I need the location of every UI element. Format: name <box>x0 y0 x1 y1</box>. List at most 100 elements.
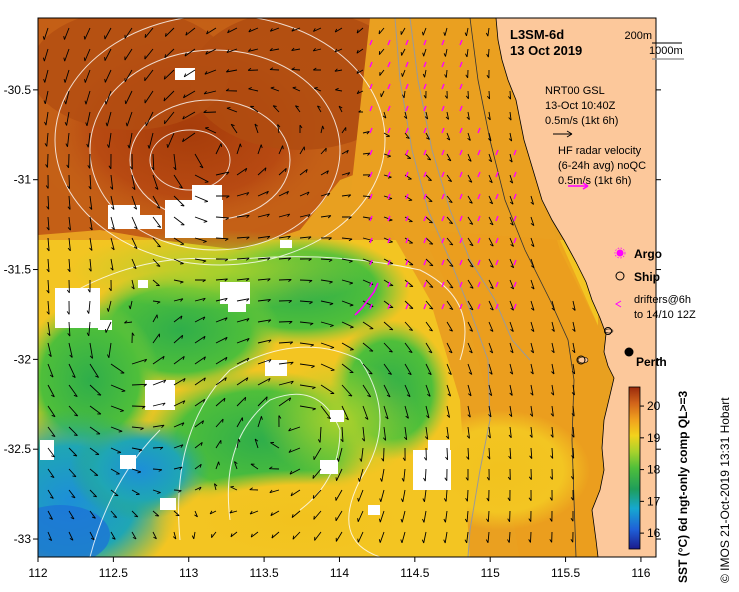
current-arrow <box>86 300 91 314</box>
contour-1000m <box>394 18 531 557</box>
current-arrow <box>194 195 209 203</box>
current-arrow <box>341 127 347 134</box>
current-arrow <box>382 426 387 441</box>
current-arrow <box>446 174 453 183</box>
perth-label: Perth <box>636 355 667 369</box>
current-arrow <box>549 489 553 501</box>
x-tick-label: 116 <box>631 566 650 580</box>
current-arrow <box>47 468 55 479</box>
current-arrow <box>340 426 344 443</box>
hf-radar-vector <box>441 171 445 178</box>
current-arrow <box>356 90 364 95</box>
current-arrow <box>163 90 175 102</box>
current-arrow <box>152 174 159 190</box>
current-arrow <box>423 468 427 482</box>
hf-radar-vector <box>459 171 463 178</box>
current-arrow <box>236 298 250 302</box>
current-arrow <box>215 297 228 302</box>
current-arrow <box>529 447 533 459</box>
current-arrow <box>257 396 268 407</box>
current-arrow <box>291 27 301 32</box>
current-arrow <box>530 216 535 226</box>
current-arrow <box>68 363 76 378</box>
current-arrow <box>64 111 70 126</box>
current-arrow <box>124 90 133 105</box>
current-arrow <box>45 153 49 168</box>
argo-floats <box>369 39 517 310</box>
current-arrow <box>341 194 352 198</box>
current-arrow <box>42 48 49 62</box>
current-arrow <box>226 106 238 113</box>
current-arrow <box>488 258 494 268</box>
current-arrow <box>110 237 115 251</box>
current-arrow <box>216 195 230 199</box>
current-arrow <box>422 510 427 523</box>
current-arrow <box>403 111 408 119</box>
current-arrow <box>509 279 515 290</box>
current-arrow <box>173 422 185 428</box>
current-arrow <box>383 384 391 398</box>
current-arrow <box>358 110 363 113</box>
hf-radar-vector <box>405 39 409 46</box>
current-arrow <box>194 420 205 428</box>
current-arrow <box>247 67 259 71</box>
current-arrow <box>131 383 147 387</box>
x-tick-label: 112.5 <box>99 566 128 580</box>
current-arrow <box>110 510 118 519</box>
current-arrow <box>110 531 116 540</box>
current-arrow <box>46 300 50 315</box>
current-arrow <box>362 152 371 156</box>
hf-radar-vector <box>441 281 445 288</box>
hf-radar-vector <box>441 127 445 134</box>
current-arrow <box>47 426 56 438</box>
current-arrow <box>383 132 391 138</box>
current-arrow <box>467 300 474 311</box>
current-arrow <box>488 342 494 354</box>
hf-radar-vector <box>369 215 373 222</box>
argo-label: Argo <box>634 247 662 261</box>
current-arrow <box>194 486 202 491</box>
hf-scale: 0.5m/s (1kt 6h) <box>558 175 631 187</box>
current-arrow <box>182 90 196 99</box>
current-arrow <box>313 67 321 71</box>
current-arrow <box>277 124 281 134</box>
hf-radar-vector <box>423 215 427 222</box>
current-arrow <box>106 300 112 312</box>
current-arrow <box>570 489 574 501</box>
current-arrow <box>215 377 227 386</box>
current-arrow <box>147 132 154 149</box>
current-arrow <box>278 341 294 345</box>
current-arrow <box>404 405 409 419</box>
current-arrow <box>278 300 292 304</box>
current-arrow <box>144 90 154 104</box>
current-arrow <box>357 531 364 543</box>
current-arrow <box>194 297 206 302</box>
current-arrow <box>42 27 49 40</box>
current-arrow <box>131 531 137 540</box>
current-arrow <box>47 510 53 520</box>
hf-radar-vector <box>387 61 391 68</box>
current-arrow <box>257 144 263 155</box>
current-arrow <box>46 258 50 273</box>
current-arrow <box>507 468 511 481</box>
current-arrow <box>163 69 175 80</box>
current-arrow <box>257 359 272 365</box>
current-arrow <box>320 170 329 176</box>
current-arrow <box>290 489 301 497</box>
current-arrow <box>422 489 427 502</box>
hf-radar-vector <box>387 303 391 310</box>
hf-radar-vector <box>477 281 481 288</box>
current-arrow <box>357 489 364 502</box>
colorbar-tick-label: 16 <box>647 526 661 540</box>
current-arrow <box>104 27 112 40</box>
hf-radar-vector <box>405 105 409 112</box>
current-arrow <box>361 426 365 442</box>
current-arrow <box>247 48 259 52</box>
current-arrow <box>551 342 555 354</box>
current-arrow <box>68 489 76 499</box>
current-arrow <box>203 110 217 113</box>
current-arrow <box>89 405 102 415</box>
current-arrow <box>299 146 305 155</box>
current-arrow <box>68 384 78 398</box>
current-arrow <box>528 531 532 543</box>
